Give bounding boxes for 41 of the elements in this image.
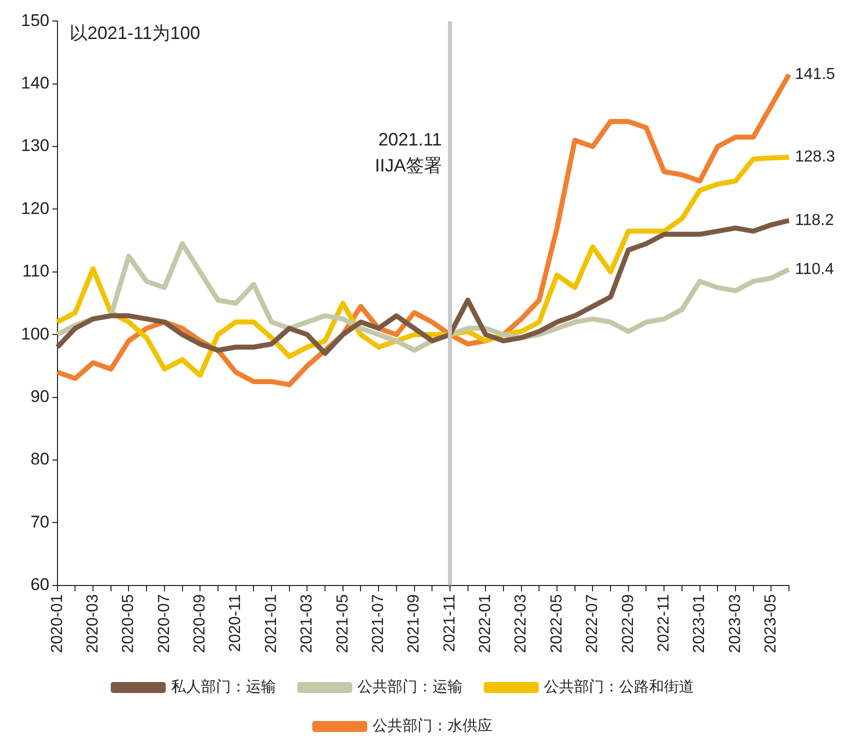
data-label: 141.5 xyxy=(795,66,836,83)
x-tick-label: 2021-01 xyxy=(262,594,280,653)
x-tick-label: 2023-03 xyxy=(726,594,744,653)
x-tick-label: 2020-09 xyxy=(192,594,209,653)
x-tick-label: 2021-03 xyxy=(298,594,316,653)
y-tick-label: 140 xyxy=(20,74,50,93)
x-tick-label: 2021-09 xyxy=(406,594,423,653)
x-tick-label: 2023-05 xyxy=(762,594,780,653)
x-tick-label: 2023-01 xyxy=(691,594,708,653)
data-label: 110.4 xyxy=(795,260,834,278)
x-tick-label: 2021-07 xyxy=(370,594,387,653)
annotation: 以2021-11为100 xyxy=(69,23,200,44)
legend-label: 私人部门：运输 xyxy=(170,678,276,696)
ref-line-label: 2021.11 IIJA签署 xyxy=(374,129,442,176)
y-tick-label: 80 xyxy=(30,450,50,469)
x-tick-label: 2020-03 xyxy=(84,594,102,653)
x-tick-label: 2022-11 xyxy=(655,594,672,652)
data-label: 128.3 xyxy=(795,148,836,166)
x-tick-label: 2020-01 xyxy=(48,594,66,653)
x-tick-label: 2020-05 xyxy=(120,594,138,653)
x-tick-label: 2020-11 xyxy=(227,594,244,652)
legend-label: 公共部门：公路和街道 xyxy=(544,678,694,696)
data-label: 118.2 xyxy=(795,212,834,229)
y-tick-label: 70 xyxy=(30,512,50,532)
legend-label: 公共部门：运输 xyxy=(357,678,462,696)
y-tick-label: 90 xyxy=(30,386,50,406)
x-tick-label: 2022-09 xyxy=(620,594,637,653)
y-tick-label: 100 xyxy=(20,324,50,344)
x-tick-label: 2021-11 xyxy=(441,594,458,652)
legend-label: 公共部门：水供应 xyxy=(372,718,492,735)
x-tick-label: 2022-01 xyxy=(477,594,494,653)
x-tick-label: 2022-07 xyxy=(584,594,602,653)
x-tick-label: 2021-05 xyxy=(334,594,352,653)
y-tick-label: 60 xyxy=(30,574,50,594)
x-tick-label: 2020-07 xyxy=(156,594,173,653)
y-tick-label: 130 xyxy=(20,136,50,156)
x-tick-label: 2022-03 xyxy=(512,594,530,653)
y-tick-label: 120 xyxy=(20,198,50,218)
y-tick-label: 110 xyxy=(22,262,50,281)
y-tick-label: 150 xyxy=(20,10,50,30)
x-tick-label: 2022-05 xyxy=(548,594,566,653)
